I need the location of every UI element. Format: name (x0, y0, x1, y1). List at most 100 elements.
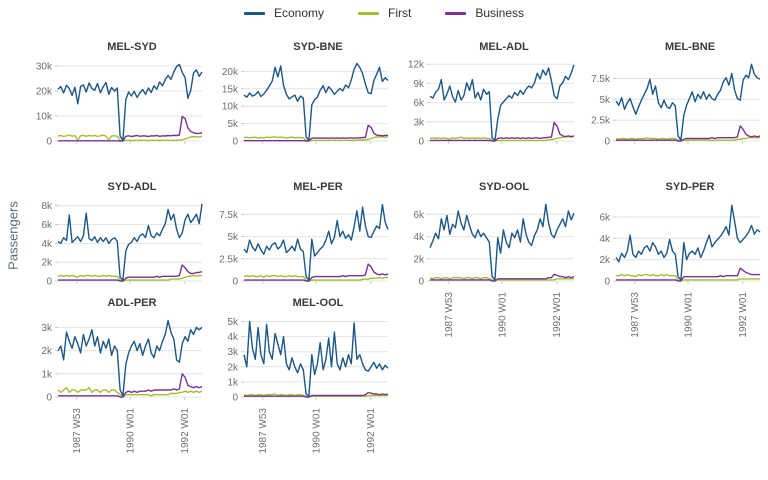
facet-plot: 0 2k 4k 6k (599, 204, 761, 288)
facet-mel-ool: MEL-OOL 0 1k 2k 3k 4k 5k 1987 W53 1990 W01 1992 W… (208, 296, 394, 480)
y-tick-label: 2k (227, 362, 239, 373)
facet-title: MEL-ADL (479, 41, 529, 53)
facet-title: SYD-PER (665, 181, 715, 193)
y-tick-label: 2k (41, 258, 53, 269)
legend-label-economy: Economy (273, 6, 324, 20)
business-line (58, 115, 203, 142)
facet-title: ADL-PER (107, 297, 157, 309)
economy-line (57, 319, 203, 397)
x-axis-labels: 1987 W53 1990 W01 1992 W01 (258, 408, 377, 454)
business-line (58, 264, 203, 282)
facet-syd-per: SYD-PER 0 2k 4k 6k 1987 W53 1990 W01 1992 W01 (580, 180, 766, 364)
facet-syd-adl: SYD-ADL 0 2k 4k 6k 8k (22, 180, 208, 290)
y-tick-label: 8k (41, 201, 53, 212)
facet-adl-per: ADL-PER 0 1k 2k 3k 1987 W53 1990 W01 1992 W01 (22, 296, 208, 480)
first-line-swatch (358, 11, 379, 15)
y-tick-label: 20k (222, 67, 239, 78)
y-tick-label: 1k (41, 369, 53, 380)
facet-mel-syd: MEL-SYD 0 10k 20k 30k (22, 40, 208, 150)
facet-title: MEL-OOL (292, 297, 344, 309)
x-axis-labels: 1987 W53 1990 W01 1992 W01 (72, 408, 191, 454)
y-tick-label: 4k (41, 239, 53, 250)
y-tick-label: 0 (46, 393, 52, 404)
x-tick-label: 1992 W01 (180, 408, 191, 454)
economy-line (243, 320, 389, 397)
facet-title: SYD-OOL (478, 181, 530, 193)
y-tick-label: 0 (46, 137, 52, 148)
x-tick-label: 1990 W01 (126, 408, 137, 454)
y-tick-label: 0 (604, 137, 610, 148)
y-tick-label: 2k (413, 254, 425, 265)
first-line (615, 136, 760, 142)
y-tick-label: 5k (227, 232, 239, 243)
legend-label-first: First (388, 6, 412, 20)
x-tick-label: 1990 W01 (498, 292, 509, 338)
y-tick-label: 0 (418, 137, 424, 148)
y-tick-label: 10k (36, 112, 53, 123)
y-tick-label: 15k (222, 84, 239, 95)
y-tick-label: 9k (413, 79, 425, 90)
business-line (244, 391, 389, 398)
y-tick-label: 0 (604, 277, 610, 288)
facet-title: MEL-BNE (664, 41, 716, 53)
economy-line (243, 203, 389, 281)
first-line (429, 276, 574, 282)
y-tick-label: 4k (413, 232, 425, 243)
facet-mel-per: MEL-PER 0 2.5k 5k 7.5k (208, 180, 394, 290)
x-axis-labels: 1987 W53 1990 W01 1992 W01 (444, 292, 563, 338)
legend-item-economy: Economy (243, 6, 324, 20)
first-line (57, 134, 203, 142)
first-line (243, 274, 388, 282)
business-line-swatch (445, 11, 467, 15)
y-tick-label: 7.5k (591, 74, 611, 85)
facet-plot: 0 2k 4k 6k 8k (41, 201, 203, 288)
y-tick-label: 6k (413, 210, 425, 221)
legend: Economy First Business (0, 6, 768, 20)
facet-title: MEL-SYD (107, 41, 157, 53)
economy-line (429, 64, 575, 142)
x-axis-labels: 1987 W53 1990 W01 1992 W01 (630, 292, 749, 338)
first-line (243, 393, 388, 398)
facet-plot: 0 1k 2k 3k (41, 319, 203, 404)
facet-plot: 0 10k 20k 30k (36, 62, 203, 148)
first-line (57, 274, 202, 282)
economy-line-swatch (243, 11, 265, 15)
y-tick-label: 6k (599, 213, 611, 224)
x-tick-label: 1987 W53 (258, 408, 269, 454)
y-tick-label: 0 (232, 277, 238, 288)
y-tick-label: 7.5k (219, 210, 239, 221)
y-tick-label: 3k (413, 117, 425, 128)
y-tick-label: 0 (46, 277, 52, 288)
y-tick-label: 3k (227, 347, 239, 358)
legend-item-first: First (358, 6, 411, 20)
facet-title: SYD-BNE (293, 41, 343, 53)
facet-mel-bne: MEL-BNE 0 2.5k 5k 7.5k (580, 40, 766, 150)
legend-label-business: Business (475, 6, 525, 20)
facet-title: SYD-ADL (107, 181, 157, 193)
x-tick-label: 1990 W01 (312, 408, 323, 454)
first-line (429, 135, 575, 142)
facet-mel-adl: MEL-ADL 0 3k 6k 9k 12k (394, 40, 580, 150)
y-tick-label: 0 (232, 393, 238, 404)
facet-plot: 0 3k 6k 9k 12k (408, 60, 575, 148)
first-line (243, 136, 389, 142)
y-tick-label: 5k (227, 317, 239, 328)
economy-line (243, 62, 389, 142)
facet-title: MEL-PER (293, 181, 343, 193)
business-line (430, 121, 575, 142)
y-tick-label: 10k (222, 102, 239, 113)
first-line (616, 273, 760, 282)
y-tick-label: 4k (227, 332, 239, 343)
y-tick-label: 0 (418, 277, 424, 288)
facet-syd-ool: SYD-OOL 0 2k 4k 6k 1987 W53 1990 W01 1992 W01 (394, 180, 580, 364)
y-tick-label: 6k (413, 98, 425, 109)
y-tick-label: 6k (41, 220, 53, 231)
y-tick-label: 2k (41, 346, 53, 357)
y-tick-label: 2k (599, 255, 611, 266)
y-tick-label: 5k (227, 119, 239, 130)
y-axis-title: Passengers (5, 201, 21, 270)
first-line (57, 386, 203, 398)
x-tick-label: 1987 W53 (444, 292, 455, 338)
x-tick-label: 1992 W01 (738, 292, 749, 338)
